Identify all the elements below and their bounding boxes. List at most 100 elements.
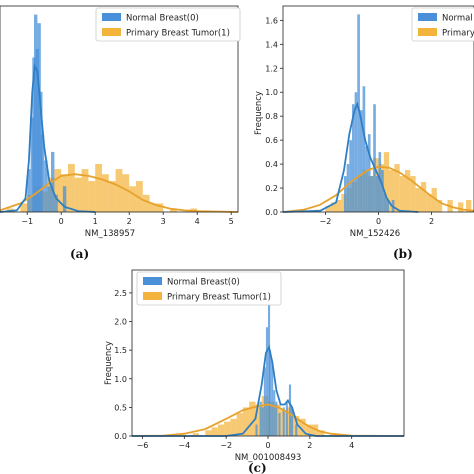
normal-bar-b-12 — [375, 176, 379, 212]
x-tick-label-a-5: 5 — [229, 217, 234, 226]
legend-c-normal-swatch — [143, 277, 162, 285]
tumor-bar-c-6 — [230, 418, 237, 436]
x-tick-label-a-1: 1 — [93, 217, 98, 226]
normal-bar-a-0 — [27, 169, 31, 212]
normal-bar-b-6 — [359, 110, 363, 212]
legend-b-normal-label: Normal — [442, 14, 473, 24]
normal-bar-c-7 — [271, 361, 274, 436]
tumor-bar-a-11 — [88, 181, 96, 212]
y-tick-label-c-0: 0.0 — [114, 432, 127, 441]
y-tick-label-c-3: 1.5 — [114, 346, 127, 355]
panel-a-label: (a) — [70, 247, 89, 261]
tumor-bar-b-1 — [325, 206, 331, 212]
tumor-bar-b-22 — [436, 200, 443, 212]
normal-bar-c-10 — [278, 413, 281, 436]
normal-kde-line-b — [282, 101, 419, 213]
normal-bar-c-8 — [273, 390, 276, 436]
legend-c-normal-label: Normal Breast(0) — [167, 278, 240, 288]
normal-bar-b-10 — [370, 176, 374, 212]
panel-c-label: (c) — [248, 461, 267, 474]
legend-b-tumor-label: Primary — [442, 29, 474, 39]
normal-kde-line-a — [0, 63, 96, 213]
tumor-kde-line-c — [131, 403, 405, 437]
tumor-kde-line-a — [0, 173, 239, 213]
tumor-bar-c-5 — [224, 421, 231, 436]
normal-bar-c-11 — [282, 407, 285, 436]
legend-a-normal-swatch — [102, 13, 121, 21]
panel-b: −2 0 2 0.0 0.2 0.4 0.6 0.8 1.0 1.2 1.4 1.6 Normal P… — [254, 5, 474, 261]
tumor-bar-c-18 — [305, 424, 312, 436]
normal-bar-c-9 — [275, 401, 278, 436]
y-tick-label-c-4: 2.0 — [114, 318, 127, 327]
tumor-bar-c-8 — [242, 407, 250, 436]
tumor-bar-a-20 — [149, 203, 157, 212]
tumor-bar-b-18 — [415, 188, 421, 212]
x-tick-label-c-5: 4 — [349, 441, 354, 450]
legend-b-tumor-swatch — [418, 28, 437, 36]
tumor-bar-c-19 — [311, 424, 319, 436]
x-tick-label-c-3: 0 — [265, 441, 270, 450]
y-tick-label-b-6: 1.2 — [265, 64, 278, 73]
tumor-bar-a-10 — [81, 169, 89, 212]
normal-bar-b-11 — [373, 104, 376, 212]
tumor-bar-c-9 — [249, 401, 256, 436]
normal-bar-b-5 — [357, 14, 360, 212]
normal-bar-c-14 — [291, 407, 294, 436]
normal-bar-c-15 — [295, 424, 298, 436]
b-y-axis-label: Frequency — [254, 91, 264, 135]
tumor-bar-c-17 — [299, 418, 306, 436]
y-tick-label-b-4: 0.8 — [265, 112, 278, 121]
normal-bar-b-13 — [378, 152, 382, 212]
tumor-bar-a-6 — [54, 169, 62, 212]
y-tick-label-b-7: 1.4 — [265, 40, 278, 49]
normal-bar-b-2 — [349, 140, 352, 212]
tumor-bar-b-20 — [426, 194, 432, 212]
x-tick-label-a-4: 4 — [195, 217, 200, 226]
y-tick-label-c-5: 2.5 — [114, 289, 127, 298]
normal-bar-b-9 — [367, 134, 371, 212]
tumor-bar-b-16 — [405, 170, 411, 212]
x-tick-label-c-2: −2 — [220, 441, 232, 450]
y-tick-label-b-1: 0.2 — [265, 184, 278, 193]
tumor-bar-c-4 — [217, 424, 225, 436]
plot-area-b — [282, 14, 474, 213]
tumor-bar-b-17 — [410, 176, 416, 212]
legend-c-tumor-label: Primary Breast Tumor(1) — [167, 293, 271, 303]
normal-bar-b-1 — [346, 164, 350, 212]
tumor-bar-b-13 — [389, 170, 395, 212]
tumor-bar-a-14 — [108, 181, 116, 212]
tumor-bar-b-2 — [330, 202, 337, 212]
tumor-bar-c-2 — [205, 430, 212, 436]
b-x-axis-label: NM_152426 — [350, 229, 400, 239]
plot-area-a — [0, 14, 239, 213]
legend-c-tumor-swatch — [143, 292, 162, 300]
x-tick-label-b-2: 2 — [429, 217, 434, 226]
normal-bar-c-6 — [269, 350, 272, 436]
tumor-kde-line-b — [282, 165, 474, 213]
legend-b: Normal Primary — [411, 7, 474, 42]
normal-bar-c-1 — [259, 401, 262, 436]
tumor-bar-c-20 — [318, 430, 325, 436]
tumor-bar-c-10 — [255, 404, 262, 436]
x-tick-label-a-3: 3 — [161, 217, 166, 226]
normal-bar-b-14 — [381, 170, 384, 212]
normal-bar-c-0 — [255, 424, 258, 436]
legend-a-tumor-swatch — [102, 28, 121, 36]
normal-bar-a-7 — [40, 134, 45, 212]
normal-bar-b-4 — [354, 92, 358, 212]
a-x-axis-label: NM_138957 — [85, 229, 135, 239]
y-tick-label-b-8: 1.6 — [265, 16, 278, 25]
tumor-bar-b-19 — [420, 182, 427, 212]
legend-b-normal-swatch — [418, 13, 437, 21]
tumor-bar-a-8 — [68, 163, 75, 212]
legend-a-tumor-label: Primary Breast Tumor(1) — [126, 29, 230, 39]
y-tick-label-c-2: 1.0 — [114, 375, 127, 384]
tumor-bar-b-24 — [458, 202, 464, 212]
x-tick-label-c-0: −6 — [137, 441, 149, 450]
y-tick-label-b-5: 1.0 — [265, 88, 278, 97]
x-tick-label-a-neg1: −1 — [21, 217, 33, 226]
y-tick-label-b-2: 0.4 — [265, 160, 278, 169]
normal-bar-b-8 — [365, 146, 368, 212]
y-tick-label-b-0: 0.0 — [265, 208, 278, 217]
panel-c: −6 −4 −2 0 2 4 0.0 0.5 1.0 1.5 2.0 2.5 Normal Breas… — [104, 269, 405, 474]
